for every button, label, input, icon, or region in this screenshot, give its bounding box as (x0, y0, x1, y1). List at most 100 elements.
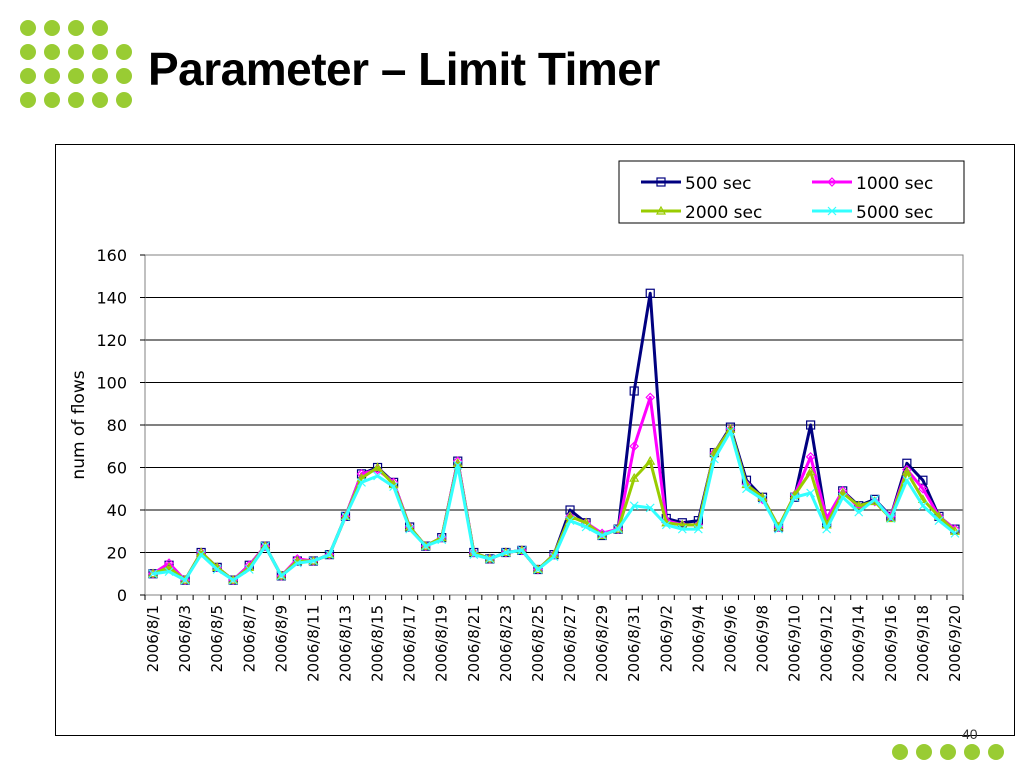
x-tick-label: 2006/8/3 (176, 605, 194, 672)
decor-dot (44, 68, 60, 84)
series-500-sec (148, 288, 960, 585)
data-point (805, 466, 816, 476)
data-point (918, 483, 928, 494)
data-point (421, 541, 431, 551)
series-lines (147, 288, 961, 585)
series-5000-sec (148, 426, 960, 585)
data-point (308, 556, 318, 566)
data-point (357, 477, 366, 487)
x-tick-label: 2006/8/29 (593, 605, 611, 682)
decor-dot (916, 744, 932, 760)
data-point (853, 500, 864, 510)
chart-frame: 0 20 40 60 80 100 120 140 160 2006/8/1 2006/8/3 20… (55, 144, 1015, 736)
data-point (758, 494, 767, 504)
decor-dot (44, 92, 60, 108)
data-point (854, 507, 864, 517)
x-tick-label: 2006/9/8 (754, 605, 772, 672)
data-point (340, 511, 351, 522)
data-point (228, 575, 238, 585)
data-point (453, 460, 463, 470)
x-tick-label: 2006/9/12 (818, 605, 836, 682)
x-tick-label: 2006/9/16 (882, 605, 900, 682)
decor-dot (892, 744, 908, 760)
data-point (693, 524, 703, 534)
y-tick-label: 40 (107, 501, 127, 520)
y-tick-label: 140 (96, 289, 127, 308)
decor-dot (92, 92, 108, 108)
data-point (597, 531, 607, 540)
data-point (918, 501, 928, 511)
legend-marker (827, 177, 837, 187)
data-point (324, 549, 335, 560)
data-point (677, 524, 687, 534)
decor-dot (44, 20, 60, 36)
y-axis-ticks: 0 20 40 60 80 100 120 140 160 (96, 246, 145, 605)
data-point (148, 569, 158, 579)
decor-dot (20, 20, 36, 36)
data-point (742, 484, 751, 494)
decor-dot (116, 68, 132, 84)
data-point (517, 545, 527, 555)
data-point (244, 565, 254, 574)
x-tick-label: 2006/8/7 (240, 605, 258, 672)
data-point (565, 516, 575, 526)
x-tick-label: 2006/8/19 (433, 605, 451, 682)
data-point (180, 575, 190, 585)
x-tick-label: 2006/9/10 (786, 605, 804, 682)
y-tick-label: 100 (96, 374, 127, 393)
x-tick-label: 2006/8/17 (401, 605, 419, 682)
data-point (276, 571, 286, 581)
data-point (934, 516, 944, 526)
y-axis-label: num of flows (69, 370, 89, 479)
x-tick-label: 2006/9/14 (850, 605, 868, 682)
data-point (292, 558, 302, 568)
x-tick-label: 2006/9/20 (946, 605, 964, 682)
data-point (469, 550, 479, 560)
data-point (790, 492, 800, 502)
legend-marker (656, 177, 666, 187)
series-line (152, 291, 956, 582)
data-point (405, 524, 415, 534)
data-point (341, 511, 350, 521)
data-point (437, 535, 447, 545)
data-point (806, 488, 816, 498)
data-point (822, 524, 832, 534)
data-point (645, 392, 656, 403)
page-number: 40 (962, 726, 978, 742)
data-point (901, 466, 912, 476)
slide-title: Parameter – Limit Timer (148, 43, 660, 95)
data-point (501, 548, 511, 557)
data-point (629, 472, 640, 482)
x-tick-label: 2006/8/1 (144, 605, 162, 672)
data-point (709, 447, 720, 457)
x-tick-label: 2006/8/31 (625, 605, 643, 682)
y-tick-label: 120 (96, 331, 127, 350)
data-point (838, 492, 848, 502)
data-point (629, 386, 639, 396)
data-point (613, 524, 623, 534)
data-point (164, 567, 174, 577)
data-point (629, 441, 640, 452)
data-point (709, 454, 719, 464)
decor-dot (20, 68, 36, 84)
x-tick-label: 2006/9/18 (914, 605, 932, 682)
data-point (549, 552, 559, 562)
decor-dot (92, 44, 108, 60)
data-point (629, 501, 639, 511)
data-point (645, 288, 655, 298)
decor-dot (20, 44, 36, 60)
decor-dot (116, 44, 132, 60)
data-point (389, 482, 399, 492)
decor-dot (68, 92, 84, 108)
legend-marker (655, 205, 667, 215)
data-point (373, 471, 382, 481)
x-tick-label: 2006/9/4 (689, 605, 707, 672)
data-point (372, 462, 383, 472)
x-tick-label: 2006/8/23 (497, 605, 515, 682)
data-point (517, 545, 527, 556)
data-point (260, 541, 270, 551)
decor-dot (20, 92, 36, 108)
data-point (260, 541, 271, 551)
x-tick-label: 2006/8/21 (465, 605, 483, 682)
x-tick-label: 2006/8/13 (336, 605, 354, 682)
